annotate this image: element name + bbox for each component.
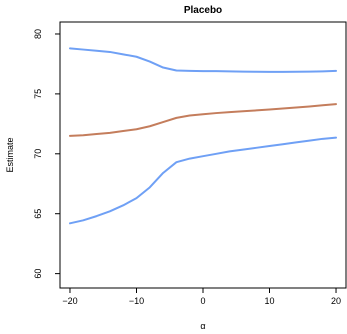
x-tick-label: −10 <box>129 296 144 306</box>
chart-title: Placebo <box>184 5 222 16</box>
y-tick-label: 70 <box>33 149 43 159</box>
y-axis: 60 65 70 75 80 <box>33 29 61 279</box>
x-axis-label: α <box>200 321 205 331</box>
y-axis-label: Estimate <box>5 137 15 172</box>
x-tick-label: 10 <box>265 296 275 306</box>
series-layer <box>68 47 338 225</box>
y-tick-label: 65 <box>33 209 43 219</box>
plot-frame <box>59 21 347 289</box>
series-line-lower <box>68 136 338 225</box>
x-tick-label: −20 <box>62 296 77 306</box>
series-line-estimate <box>68 103 338 137</box>
y-tick-label: 75 <box>33 89 43 99</box>
y-tick-label: 80 <box>33 29 43 39</box>
y-tick-label: 60 <box>33 269 43 279</box>
x-axis: −20 −10 0 10 20 <box>62 287 341 306</box>
x-tick-label: 0 <box>200 296 205 306</box>
x-tick-label: 20 <box>331 296 341 306</box>
series-line-upper <box>68 47 338 73</box>
